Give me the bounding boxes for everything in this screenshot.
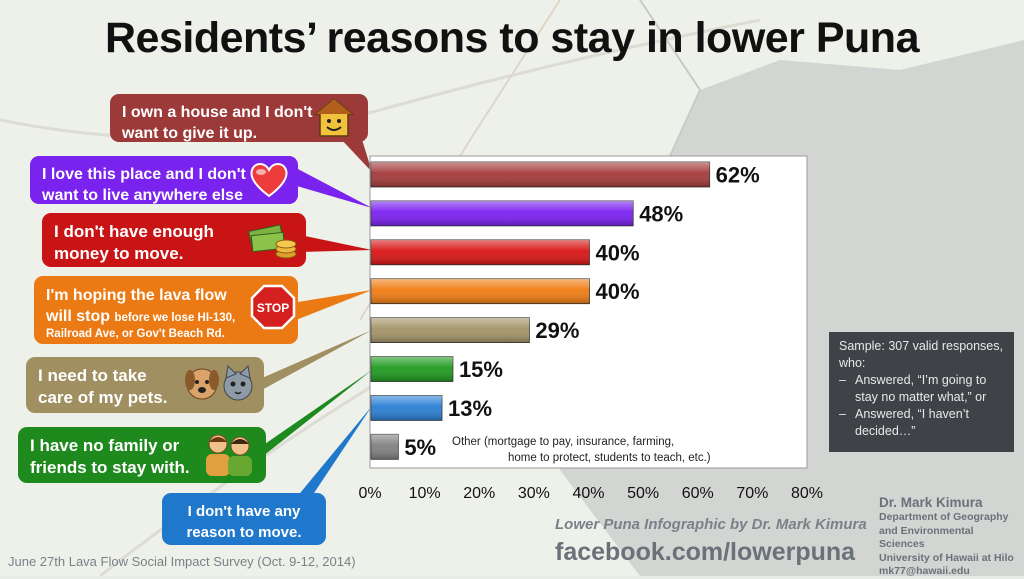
bubble-own-house-line2: want to give it up. bbox=[122, 125, 258, 142]
bar-value-label: 62% bbox=[716, 163, 760, 188]
bar-value-label: 48% bbox=[639, 201, 683, 226]
chart-title: Residents’ reasons to stay in lower Puna bbox=[105, 14, 920, 62]
money-icon bbox=[248, 224, 297, 259]
author-block: Dr. Mark Kimura Department of Geography … bbox=[879, 494, 1019, 579]
x-tick-label: 0% bbox=[358, 485, 381, 502]
pets-icon bbox=[185, 364, 253, 401]
bubble-no-reason: I don't have any reason to move. bbox=[162, 493, 326, 545]
sample-note-intro: Sample: 307 valid responses, who: bbox=[839, 339, 1003, 370]
sample-note: Sample: 307 valid responses, who: Answer… bbox=[829, 332, 1014, 452]
callout-pointers bbox=[258, 120, 372, 498]
bubble-lava-stop-line3: Railroad Ave, or Gov't Beach Rd. bbox=[46, 328, 225, 340]
bar-gloss bbox=[371, 278, 590, 304]
author-dept-1: Department of Geography bbox=[879, 511, 1009, 523]
bar-gloss bbox=[371, 356, 453, 382]
x-tick-label: 40% bbox=[572, 485, 604, 502]
callout-pointer bbox=[296, 406, 372, 498]
bar-value-label: 13% bbox=[448, 396, 492, 421]
bubble-pets-line1: I need to take bbox=[38, 366, 147, 385]
sample-note-item: Answered, “I haven’t decided…” bbox=[839, 406, 1004, 440]
bar-gloss bbox=[371, 239, 590, 265]
x-tick-label: 20% bbox=[463, 485, 495, 502]
people-icon bbox=[206, 434, 252, 476]
bar-gloss bbox=[371, 434, 399, 460]
bar-value-label: 5% bbox=[404, 435, 436, 460]
x-tick-label: 80% bbox=[791, 485, 823, 502]
callout-pointer bbox=[290, 168, 372, 208]
bubble-own-house-line1: I own a house and I don't bbox=[122, 104, 313, 121]
bubble-no-money: I don't have enough money to move. bbox=[42, 213, 306, 267]
bubble-no-money-line1: I don't have enough bbox=[54, 222, 214, 241]
x-tick-label: 30% bbox=[518, 485, 550, 502]
x-tick-label: 60% bbox=[682, 485, 714, 502]
callout-pointer bbox=[296, 290, 372, 320]
bar-value-label: 40% bbox=[596, 279, 640, 304]
x-tick-label: 50% bbox=[627, 485, 659, 502]
other-note-line1: Other (mortgage to pay, insurance, farmi… bbox=[452, 436, 675, 448]
stop-sign-text: STOP bbox=[257, 301, 289, 315]
bar-value-label: 15% bbox=[459, 357, 503, 382]
bar-gloss bbox=[371, 200, 634, 226]
author-email[interactable]: mk77@hawaii.edu bbox=[879, 565, 970, 577]
callout-pointer bbox=[258, 330, 372, 392]
bubble-lava-stop-line2a: will stop bbox=[46, 308, 110, 325]
author-dept-2: and Environmental Sciences bbox=[879, 524, 974, 551]
bar-gloss bbox=[371, 395, 443, 421]
bubble-love-place-line2: want to live anywhere else bbox=[42, 187, 243, 204]
bubble-lava-stop-line2b: before we lose HI-130, bbox=[114, 312, 236, 324]
x-tick-label: 70% bbox=[736, 485, 768, 502]
x-tick-label: 10% bbox=[409, 485, 441, 502]
bar-value-label: 40% bbox=[596, 240, 640, 265]
bubble-no-family-line1: I have no family or bbox=[30, 436, 180, 455]
infographic-credit: Lower Puna Infographic by Dr. Mark Kimur… bbox=[555, 516, 867, 533]
heart-icon bbox=[250, 163, 288, 198]
house-icon bbox=[313, 98, 355, 137]
author-name: Dr. Mark Kimura bbox=[879, 495, 983, 510]
bubble-pets-line2: care of my pets. bbox=[38, 388, 168, 407]
bubble-no-reason-line1: I don't have any bbox=[187, 503, 301, 520]
author-univ: University of Hawaii at Hilo bbox=[879, 551, 1014, 564]
bar-gloss bbox=[371, 162, 710, 187]
callout-pointer bbox=[300, 236, 372, 252]
bubble-no-family-line2: friends to stay with. bbox=[30, 458, 190, 477]
stop-sign-icon: STOP bbox=[250, 284, 296, 330]
bubble-love-place-line1: I love this place and I don't bbox=[42, 166, 246, 183]
other-note-line2: home to protect, students to teach, etc.… bbox=[508, 452, 711, 464]
sample-note-item: Answered, “I’m going to stay no matter w… bbox=[839, 372, 1004, 406]
bubble-lava-stop-line1: I'm hoping the lava flow bbox=[46, 287, 227, 304]
bubble-no-money-line2: money to move. bbox=[54, 244, 184, 263]
bar-value-label: 29% bbox=[535, 318, 579, 343]
facebook-link[interactable]: facebook.com/lowerpuna bbox=[555, 538, 856, 566]
survey-caption: June 27th Lava Flow Social Impact Survey… bbox=[8, 554, 356, 569]
bar-gloss bbox=[371, 317, 530, 343]
other-note: Other (mortgage to pay, insurance, farmi… bbox=[452, 434, 742, 466]
callout-pointer bbox=[258, 370, 372, 460]
bubble-no-reason-line2: reason to move. bbox=[186, 524, 302, 541]
